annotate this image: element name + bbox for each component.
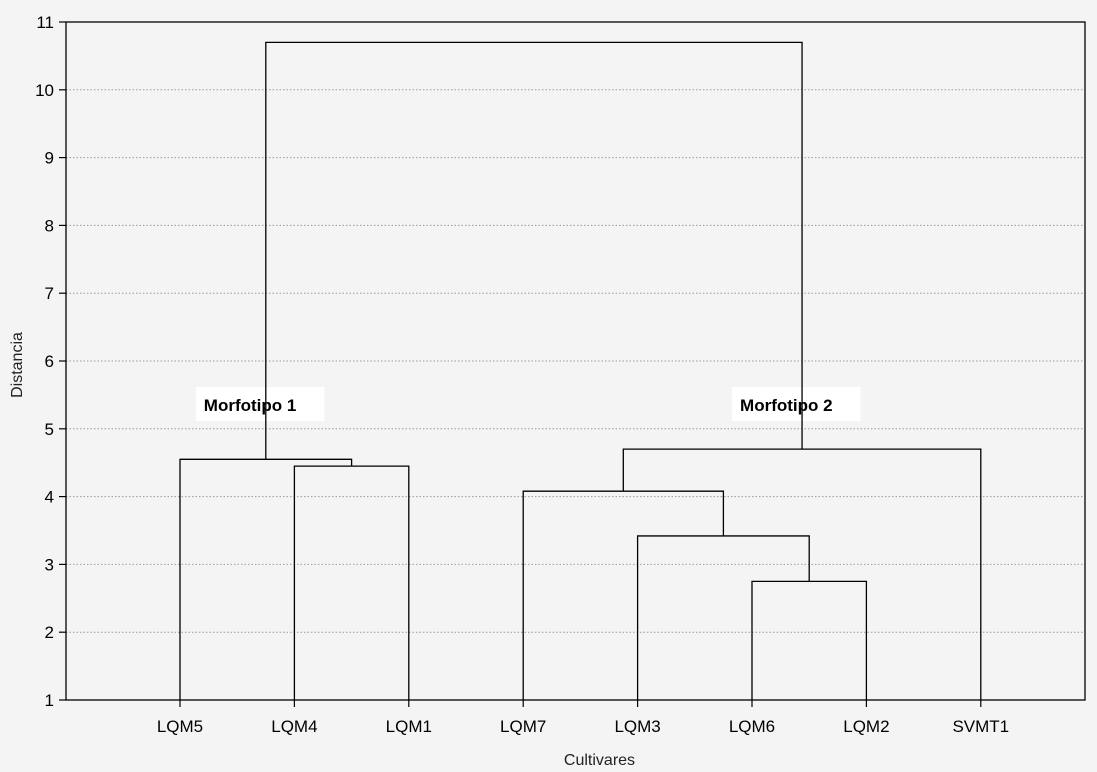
y-axis-title: Distancia bbox=[9, 332, 26, 398]
dendrogram-branch bbox=[293, 465, 410, 700]
x-tick-label: LQM6 bbox=[729, 717, 775, 736]
grid-lines bbox=[66, 89, 1085, 633]
cluster-annotation-label: Morfotipo 1 bbox=[204, 396, 297, 415]
y-axis-ticks: 1 2 3 4 5 6 7 8 9 10 11 bbox=[35, 13, 66, 710]
x-tick-label: LQM1 bbox=[386, 717, 432, 736]
dendrogram-branch bbox=[522, 490, 725, 700]
y-tick-label: 6 bbox=[45, 352, 54, 371]
y-tick-label: 9 bbox=[45, 149, 54, 168]
annotation-background bbox=[195, 387, 325, 422]
x-tick-label: LQM7 bbox=[500, 717, 546, 736]
plot-frame bbox=[65, 21, 1086, 701]
y-tick-label: 2 bbox=[45, 623, 54, 642]
y-tick-label: 10 bbox=[35, 81, 54, 100]
y-tick-label: 3 bbox=[45, 555, 54, 574]
y-tick-label: 5 bbox=[45, 420, 54, 439]
dendrogram-branch bbox=[622, 448, 982, 700]
dendrogram-branch bbox=[751, 580, 868, 700]
y-tick-label: 4 bbox=[45, 488, 54, 507]
y-tick-label: 7 bbox=[45, 284, 54, 303]
x-tick-label: SVMT1 bbox=[952, 717, 1009, 736]
x-tick-label: LQM5 bbox=[157, 717, 203, 736]
cluster-annotations: Morfotipo 1 Morfotipo 2 bbox=[204, 396, 833, 415]
y-tick-label: 1 bbox=[45, 691, 54, 710]
x-tick-label: LQM3 bbox=[614, 717, 660, 736]
dendrogram-branch bbox=[636, 535, 810, 700]
x-axis-ticks: LQM5 LQM4 LQM1 LQM7 LQM3 LQM6 LQM2 SVMT1 bbox=[157, 700, 1009, 736]
y-tick-label: 8 bbox=[45, 216, 54, 235]
x-axis-title: Cultivares bbox=[564, 752, 635, 769]
dendrogram-branches bbox=[179, 41, 982, 700]
dendrogram-branch bbox=[179, 458, 353, 700]
x-tick-label: LQM4 bbox=[271, 717, 317, 736]
dendrogram-branch bbox=[265, 41, 803, 460]
annotation-backgrounds bbox=[195, 387, 861, 422]
x-tick-label: LQM2 bbox=[843, 717, 889, 736]
y-tick-label: 11 bbox=[36, 13, 54, 32]
cluster-annotation-label: Morfotipo 2 bbox=[740, 396, 833, 415]
annotation-background bbox=[732, 387, 861, 422]
